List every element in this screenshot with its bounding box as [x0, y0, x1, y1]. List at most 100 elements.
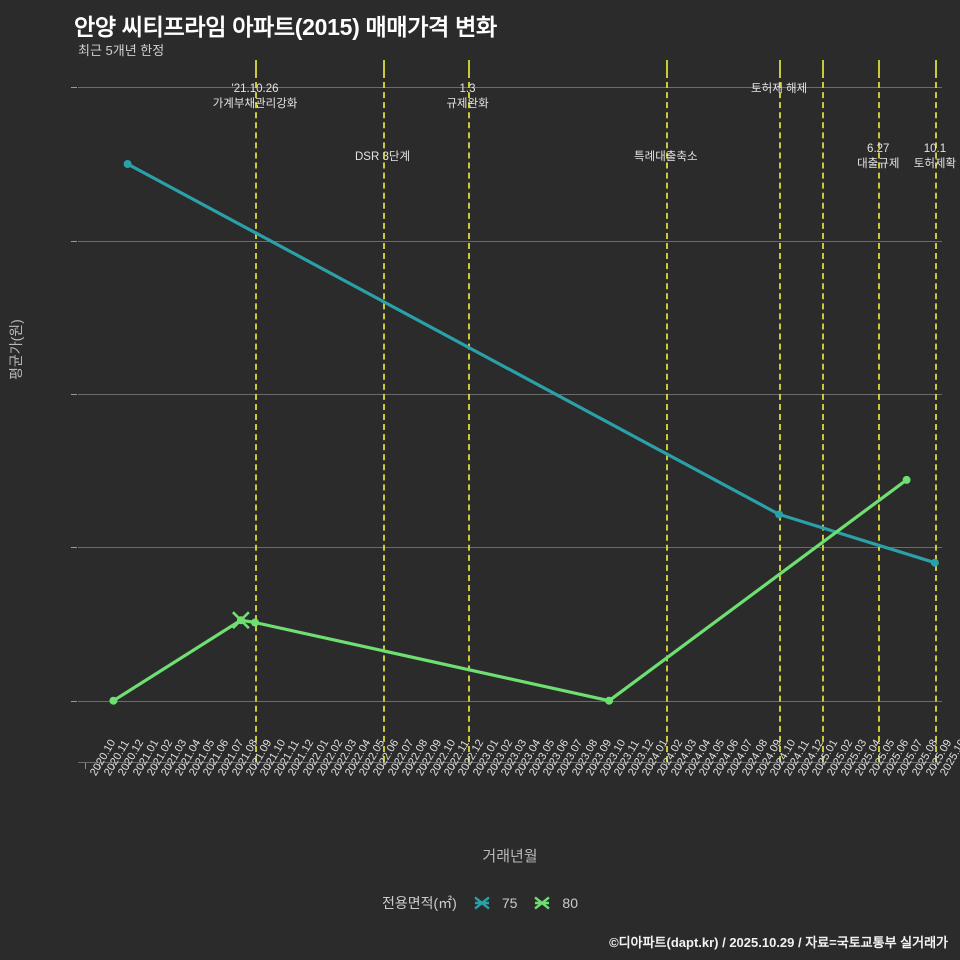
event-line-cap [878, 60, 881, 72]
event-line-cap [665, 60, 668, 72]
x-tick-mark [481, 763, 483, 769]
x-tick-mark [892, 763, 894, 769]
data-point[interactable] [109, 696, 118, 705]
x-tick-mark [198, 763, 200, 769]
gridline [78, 700, 942, 702]
x-tick-mark [580, 763, 582, 769]
x-tick-mark [212, 763, 214, 769]
gridline [78, 240, 942, 242]
event-line-cap [779, 60, 782, 72]
x-tick-mark [85, 763, 87, 769]
x-tick-mark [297, 763, 299, 769]
legend-marker-icon [534, 896, 551, 910]
x-axis-title: 거래년월 [482, 848, 538, 865]
x-tick-mark [382, 763, 384, 769]
y-tick-mark [71, 240, 77, 242]
x-tick-mark [340, 763, 342, 769]
annotation-line: 10.1 [923, 143, 947, 155]
x-tick-mark [269, 763, 271, 769]
event-line-cap [821, 60, 824, 72]
x-axis-line [78, 762, 942, 763]
data-point[interactable] [123, 160, 132, 168]
series-line [111, 478, 909, 703]
series-group [109, 160, 939, 705]
data-point[interactable] [930, 558, 939, 567]
x-tick-mark [821, 763, 823, 769]
annotation-line: DSR 3단계 [355, 151, 411, 163]
x-tick-mark [764, 763, 766, 769]
x-tick-mark [552, 763, 554, 769]
page-title: 안양 씨티프라임 아파트(2015) 매매가격 변화 [74, 14, 497, 40]
x-tick-mark [396, 763, 398, 769]
x-tick-mark [849, 763, 851, 769]
x-tick-mark [439, 763, 441, 769]
event-line-cap [255, 60, 258, 72]
event-line-cap [467, 60, 470, 72]
x-tick-mark [368, 763, 370, 769]
y-tick-mark [71, 394, 77, 395]
series-line [126, 162, 937, 565]
annotation-label: 6.27 대출규제 [857, 142, 899, 172]
data-point[interactable] [902, 475, 911, 484]
x-tick-mark [779, 763, 781, 769]
annotation-line: 대출규제 [857, 158, 900, 170]
x-tick-mark [736, 763, 738, 769]
x-tick-mark [679, 763, 681, 769]
y-axis-title: 평균가(원) [8, 319, 24, 380]
data-point-marker[interactable] [231, 611, 250, 630]
y-tick-mark [71, 87, 77, 89]
x-tick-mark [99, 763, 101, 769]
x-tick-mark [878, 763, 880, 769]
x-tick-mark [594, 763, 596, 769]
gridline [78, 547, 942, 549]
x-tick-mark [623, 763, 625, 769]
x-tick-mark [694, 763, 696, 769]
x-tick-mark [566, 763, 568, 769]
gridline [78, 394, 942, 395]
x-tick-mark [864, 763, 866, 769]
event-line [665, 72, 668, 762]
x-tick-mark [708, 763, 710, 769]
legend-marker-icon [474, 896, 490, 910]
legend: 전용면적(㎡) 75 80 [0, 893, 960, 913]
x-tick-mark [141, 763, 143, 769]
annotation-label: 특례대출축소 [634, 150, 697, 165]
legend-item-75[interactable]: 75 [470, 895, 518, 911]
x-tick-mark [354, 763, 356, 769]
data-point[interactable] [775, 510, 784, 519]
y-tick-mark [71, 547, 77, 549]
legend-item-80[interactable]: 80 [530, 895, 578, 911]
x-tick-mark [510, 763, 511, 769]
event-line [821, 72, 824, 762]
chart-subtitle: 최근 5개년 한정 [78, 43, 165, 58]
x-tick-mark [807, 763, 809, 769]
x-tick-mark [906, 763, 908, 769]
annotation-label: 1.3 규제완화 [446, 82, 488, 112]
event-line [878, 72, 881, 762]
legend-title: 전용면적(㎡) [381, 895, 457, 911]
x-tick-mark [170, 763, 172, 769]
x-tick-mark [793, 763, 795, 769]
annotation-line: 6.27 [867, 143, 890, 155]
legend-item-label: 80 [562, 895, 578, 911]
legend-item-label: 75 [501, 895, 518, 911]
x-tick-mark [410, 763, 412, 769]
x-tick-mark [920, 763, 922, 769]
data-point[interactable] [605, 696, 614, 705]
data-point[interactable] [251, 618, 259, 627]
x-tick-mark [835, 763, 837, 769]
annotation-label: 토허제 해제 [751, 82, 807, 97]
y-tick-mark [71, 700, 77, 702]
x-tick-mark [467, 763, 469, 769]
annotation-label: DSR 3단계 [355, 150, 410, 165]
x-tick-mark [113, 763, 115, 769]
x-tick-mark [184, 763, 186, 769]
x-tick-mark [722, 763, 724, 769]
x-tick-mark [495, 763, 497, 769]
plot-area: 3억3.2억3.4억3.6억3.8억 '21.10.26가계부채관리강화DSR … [71, 60, 960, 778]
x-tick-mark [283, 763, 285, 769]
event-line [255, 72, 258, 762]
event-line [382, 72, 385, 762]
annotation-line: '21.10.26 [231, 83, 279, 95]
x-tick-mark [934, 763, 936, 769]
